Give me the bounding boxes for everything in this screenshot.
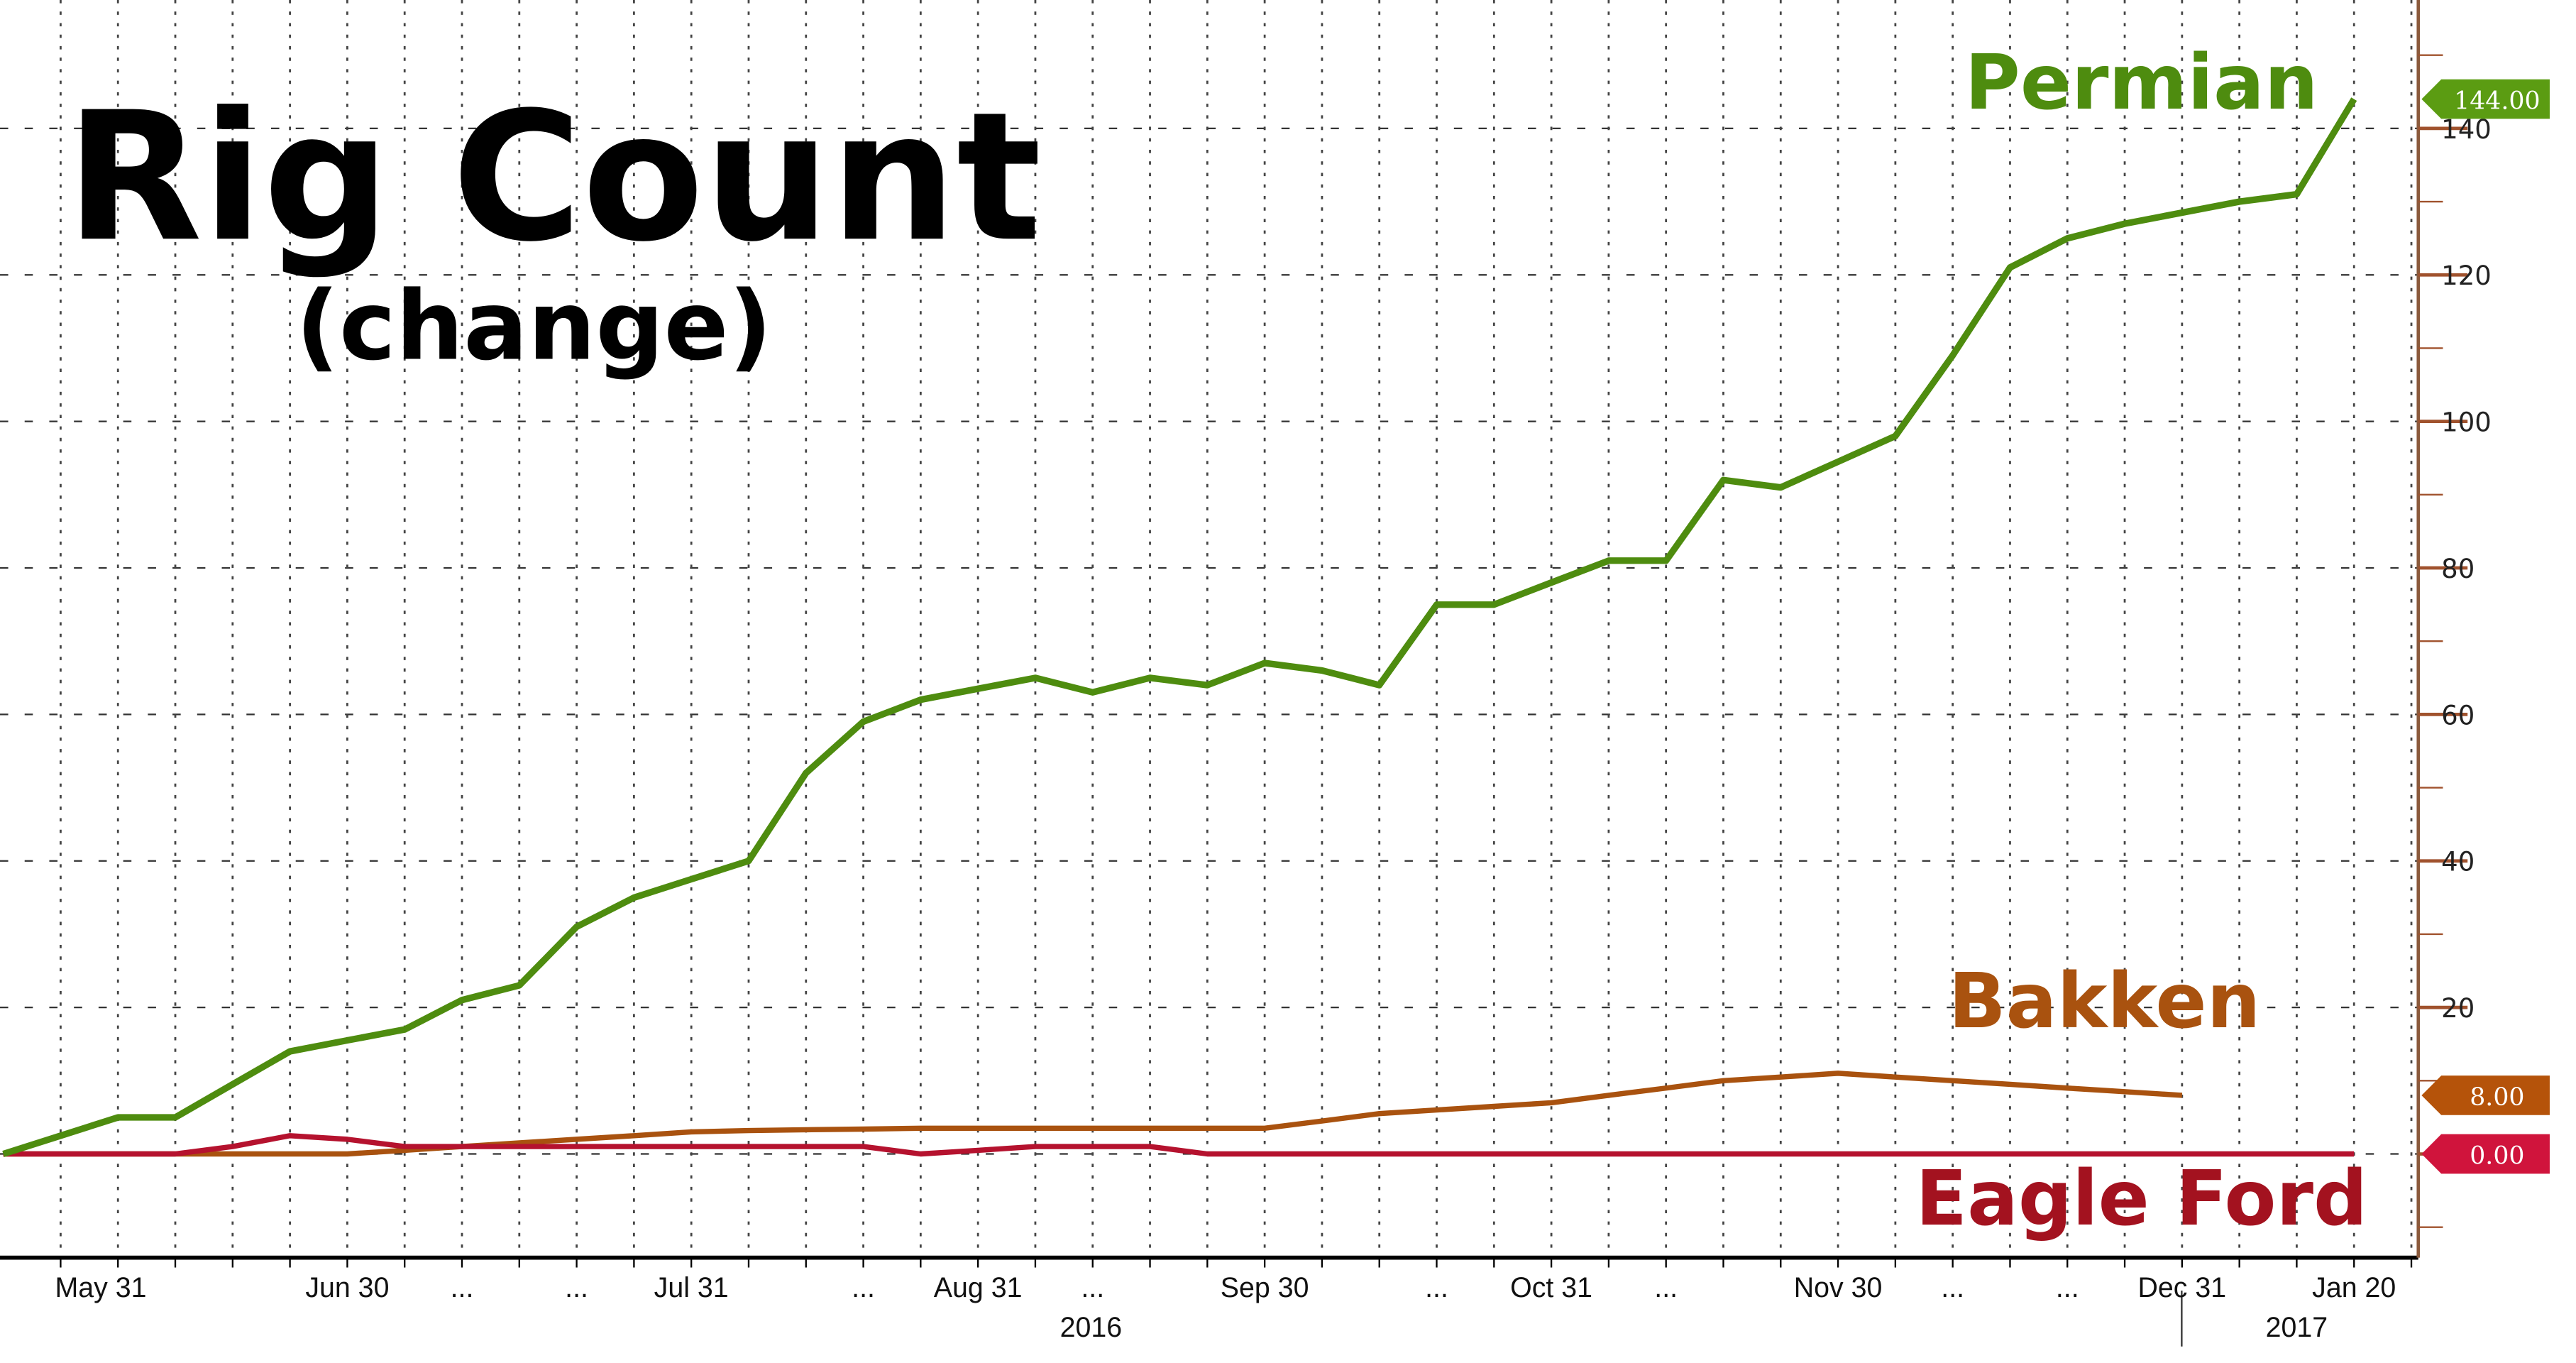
y-tick-label: 40 [2441, 847, 2475, 877]
tag-value: 8.00 [2470, 1083, 2524, 1112]
series-lines [2, 97, 2357, 1157]
grid [0, 0, 2418, 1258]
y-tick-label: 100 [2441, 407, 2492, 438]
last-value-tag-permian: 144.00 [2421, 79, 2550, 119]
tag-value: 144.00 [2454, 87, 2540, 115]
x-tick-label: ... [565, 1272, 588, 1303]
last-value-tag-bakken: 8.00 [2421, 1075, 2550, 1115]
axes: 20 40 60 80 100 120 140 May 31 Jun 30...... Jul 3… [0, 0, 2492, 1347]
x-tick-label: ... [1941, 1272, 1964, 1303]
x-tick-label: Dec 31 [2138, 1272, 2227, 1303]
tag-background [2421, 1075, 2550, 1115]
y-tick-label: 140 [2441, 114, 2492, 145]
series-label-eagle-ford: Eagle Ford [1915, 1155, 2367, 1243]
x-tick-label: May 31 [55, 1272, 146, 1303]
series-line-eagle-ford [3, 1133, 2355, 1157]
x-tick-label: ... [1654, 1272, 1678, 1303]
tag-background [2421, 1134, 2550, 1174]
tag-background [2421, 79, 2550, 119]
x-tick-label: Jan 20 [2312, 1272, 2396, 1303]
x-tick-label: Oct 31 [1510, 1272, 1592, 1303]
series-label-bakken: Bakken [1949, 958, 2261, 1046]
x-tick-label: ... [2056, 1272, 2079, 1303]
y-tick-label: 120 [2441, 261, 2492, 291]
y-tick-label: 20 [2441, 993, 2475, 1024]
y-tick-label: 60 [2441, 700, 2475, 730]
series-line-bakken [3, 1071, 2183, 1157]
x-tick-label: Nov 30 [1794, 1272, 1883, 1303]
x-tick-label: ... [1081, 1272, 1104, 1303]
x-tick-label: ... [451, 1272, 474, 1303]
series-line-permian [2, 97, 2357, 1157]
x-tick-label: Jul 31 [654, 1272, 729, 1303]
tag-value: 0.00 [2470, 1142, 2524, 1170]
y-tick-label: 80 [2441, 554, 2475, 584]
chart-subtitle: (change) [296, 270, 772, 381]
chart-title: Rig Count [66, 75, 1042, 281]
x-tick-label: Jun 30 [305, 1272, 389, 1303]
series-label-permian: Permian [1965, 39, 2318, 127]
last-value-tag-eagle-ford: 0.00 [2421, 1134, 2550, 1174]
x-tick-label: Aug 31 [934, 1272, 1023, 1303]
year-label: 2016 [1060, 1312, 1123, 1343]
x-tick-label: Sep 30 [1221, 1272, 1309, 1303]
year-label: 2017 [2266, 1312, 2328, 1343]
x-tick-label: ... [852, 1272, 875, 1303]
x-tick-label: ... [1425, 1272, 1448, 1303]
last-value-tags: 144.00 8.00 0.00 [2421, 79, 2550, 1174]
